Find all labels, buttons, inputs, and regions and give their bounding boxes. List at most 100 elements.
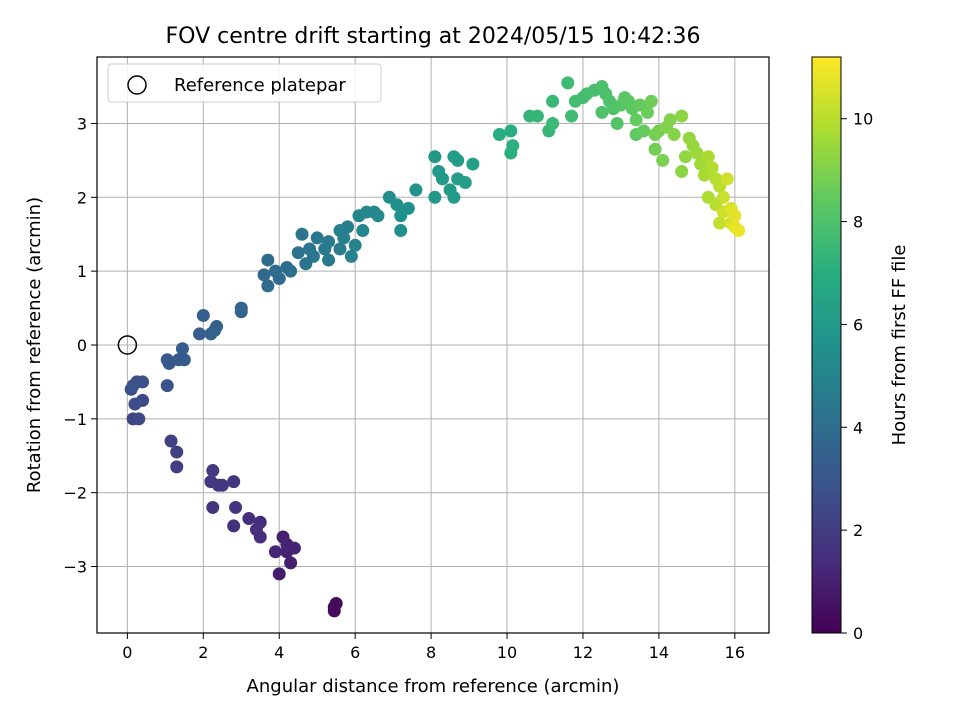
data-point [561, 76, 575, 90]
data-point [132, 412, 146, 426]
data-point [272, 567, 286, 581]
x-axis-ticks: 0 2 4 6 8 10 12 14 16 [122, 633, 745, 662]
data-point [291, 246, 305, 260]
data-point [164, 434, 178, 448]
data-point [713, 216, 727, 230]
x-tick-label: 12 [573, 643, 593, 662]
data-point [394, 209, 408, 223]
data-point [261, 253, 275, 267]
data-point [215, 478, 229, 492]
legend-marker-circle-icon [127, 75, 147, 95]
data-point [530, 109, 544, 123]
data-point [716, 190, 730, 204]
data-point [720, 172, 734, 186]
x-tick-label: 0 [122, 643, 132, 662]
y-axis-ticks: −3 −2 −1 0 1 2 3 [63, 114, 97, 577]
colorbar-tick-label: 0 [853, 624, 863, 643]
data-point [160, 379, 174, 393]
data-point [206, 464, 220, 478]
data-point [322, 235, 336, 249]
data-point [227, 519, 241, 533]
data-point [234, 301, 248, 315]
data-point [428, 190, 442, 204]
x-tick-label: 16 [725, 643, 745, 662]
data-point [204, 327, 218, 341]
data-point [629, 113, 643, 127]
legend-box [107, 63, 382, 103]
data-point [229, 500, 243, 514]
data-point [371, 209, 385, 223]
data-point [394, 224, 408, 238]
legend-entry-reference: Reference platepar [174, 75, 346, 96]
y-tick-label: 0 [77, 336, 87, 355]
colorbar-tick-label: 4 [853, 418, 863, 437]
data-point [242, 512, 256, 526]
data-point [128, 397, 142, 411]
data-point [637, 124, 651, 138]
data-point [268, 545, 282, 559]
data-point [675, 164, 689, 178]
data-point [428, 150, 442, 164]
data-point [705, 161, 719, 175]
data-point [504, 124, 518, 138]
data-point [451, 153, 465, 167]
data-point [565, 109, 579, 123]
data-point [732, 224, 746, 238]
data-point [728, 209, 742, 223]
data-point [506, 139, 520, 153]
data-point [610, 116, 624, 130]
data-point [667, 128, 681, 142]
data-point [284, 556, 298, 570]
data-point [656, 153, 670, 167]
data-point [306, 249, 320, 263]
colorbar-label: Hours from first FF file [889, 245, 910, 446]
data-point [458, 176, 472, 190]
data-point [193, 327, 207, 341]
data-point [206, 500, 220, 514]
y-tick-label: −1 [63, 410, 87, 429]
colorbar-ticks: 0 2 4 6 8 10 [841, 110, 873, 643]
data-point [170, 445, 184, 459]
data-point [310, 231, 324, 245]
data-point [644, 94, 658, 108]
data-point [177, 353, 191, 367]
y-tick-label: 2 [77, 188, 87, 207]
x-tick-label: 8 [426, 643, 436, 662]
data-point [595, 105, 609, 119]
reference-point-marker [117, 335, 138, 355]
colorbar [811, 56, 842, 634]
data-point [546, 94, 560, 108]
data-point [268, 264, 282, 278]
y-tick-label: 3 [77, 114, 87, 133]
data-point [678, 150, 692, 164]
data-point [227, 475, 241, 489]
data-point [663, 113, 677, 127]
data-point [126, 379, 140, 393]
data-point [675, 109, 689, 123]
data-point [356, 224, 370, 238]
x-tick-label: 4 [274, 643, 284, 662]
data-point [432, 164, 446, 178]
colorbar-tick-label: 8 [853, 213, 863, 232]
y-tick-label: 1 [77, 262, 87, 281]
data-point [280, 537, 294, 551]
data-point [348, 238, 362, 252]
data-point [409, 183, 423, 197]
data-point [390, 198, 404, 212]
data-point [447, 190, 461, 204]
data-point [261, 279, 275, 293]
y-tick-label: −3 [63, 558, 87, 577]
data-point [648, 142, 662, 156]
colorbar-tick-label: 2 [853, 521, 863, 540]
data-point [690, 146, 704, 160]
colorbar-tick-label: 6 [853, 315, 863, 334]
data-point [257, 268, 271, 282]
chart-title: FOV centre drift starting at 2024/05/15 … [166, 24, 701, 49]
data-point [333, 242, 347, 256]
data-point [546, 116, 560, 130]
colorbar-tick-label: 10 [853, 110, 873, 129]
data-point [284, 264, 298, 278]
data-point [641, 105, 655, 119]
